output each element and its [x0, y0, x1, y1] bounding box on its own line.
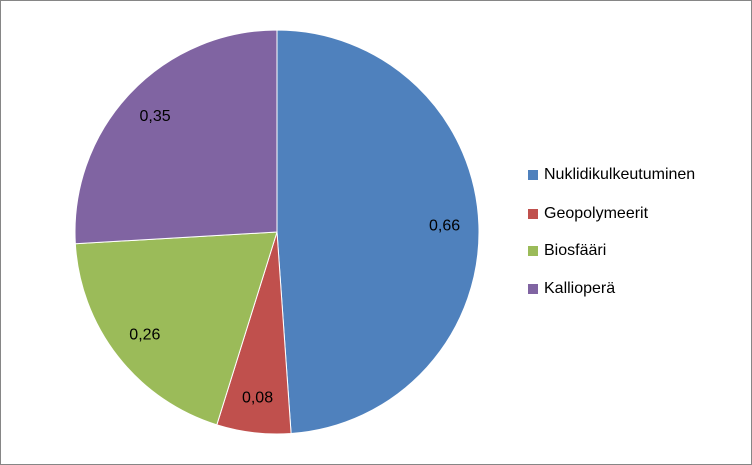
- legend-label: Biosfääri: [544, 242, 606, 259]
- legend-swatch: [528, 284, 538, 294]
- legend-label: Kallioperä: [544, 280, 615, 297]
- pie-slice: [276, 29, 480, 435]
- pie-slice: [74, 231, 278, 426]
- pie-slice: [74, 29, 278, 245]
- data-label: 0,66: [429, 217, 460, 234]
- legend-label: Geopolymeerit: [544, 205, 649, 222]
- legend-label: Nuklidikulkeutuminen: [544, 166, 695, 183]
- data-label: 0,08: [242, 390, 273, 407]
- legend-swatch: [528, 209, 538, 219]
- data-label: 0,35: [139, 108, 170, 125]
- legend-swatch: [528, 246, 538, 256]
- data-label: 0,26: [129, 326, 160, 343]
- legend-swatch: [528, 170, 538, 180]
